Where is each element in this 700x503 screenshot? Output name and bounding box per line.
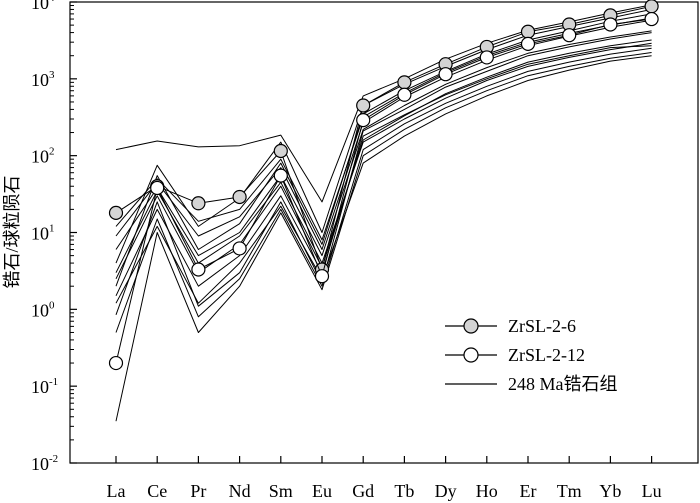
- zircon-248ma-line: [115, 42, 652, 273]
- open-circle-marker: [108, 355, 124, 371]
- legend-label: ZrSL-2-12: [508, 345, 585, 365]
- y-tick-label: 102: [31, 146, 55, 167]
- x-tick-label: Yb: [599, 481, 621, 501]
- y-tick-exponent: 1: [49, 223, 55, 235]
- filled-circle-marker: [108, 205, 124, 220]
- y-axis: 10410310210110010-110-2: [31, 0, 77, 474]
- legend: ZrSL-2-6 ZrSL-2-12 248 Ma锆石组: [445, 316, 618, 394]
- x-tick-label: Nd: [229, 481, 251, 501]
- open-circle-marker: [479, 50, 494, 65]
- y-tick-base: 10: [31, 0, 49, 13]
- open-circle-marker: [273, 168, 288, 183]
- y-tick-exponent: 2: [49, 146, 55, 158]
- open-circle-marker: [232, 241, 247, 256]
- y-tick-base: 10: [31, 454, 49, 474]
- open-circle-marker: [603, 17, 618, 32]
- x-tick-label: Tb: [394, 481, 414, 501]
- sample-line: [115, 5, 652, 270]
- legend-label: ZrSL-2-6: [508, 316, 576, 336]
- open-circle-marker: [356, 113, 371, 128]
- y-tick-exponent: -2: [49, 453, 58, 465]
- open-circle-marker: [562, 28, 577, 43]
- y-tick-exponent: 0: [49, 299, 55, 311]
- legend-label: 248 Ma锆石组: [508, 374, 618, 394]
- open-circle-marker: [438, 67, 453, 82]
- zircon-248ma-line: [115, 19, 652, 250]
- y-tick-exponent: 4: [49, 0, 55, 4]
- zircon-248ma-line: [115, 52, 652, 422]
- y-tick-label: 10-2: [31, 453, 58, 474]
- filled-circle-marker: [191, 196, 206, 211]
- filled-circle-marker: [520, 24, 536, 39]
- zircon-248ma-line: [115, 13, 652, 287]
- x-tick-label: La: [107, 481, 126, 501]
- x-tick-label: Dy: [435, 481, 457, 501]
- zircon-248ma-line: [115, 47, 652, 333]
- series-group: [108, 0, 659, 422]
- x-tick-label: Lu: [642, 481, 662, 501]
- x-tick-label: Er: [520, 481, 537, 501]
- zircon-248ma-line: [115, 30, 652, 257]
- legend-marker: [463, 318, 479, 334]
- x-tick-label: Ho: [476, 481, 498, 501]
- zircon-248ma-line: [115, 55, 652, 304]
- y-tick-label: 103: [31, 69, 55, 90]
- open-circle-marker: [314, 269, 330, 284]
- x-tick-label: Gd: [352, 481, 374, 501]
- zircon-248ma-line: [115, 8, 652, 264]
- y-tick-label: 104: [31, 0, 55, 13]
- x-axis: La Ce Pr Nd Sm Eu Gd Tb Dy Ho Er Tm Yb Lu: [107, 456, 662, 501]
- legend-marker: [463, 347, 479, 363]
- zircon-248ma-line: [115, 39, 652, 280]
- open-circle-marker: [520, 36, 536, 51]
- x-tick-label: Eu: [312, 481, 332, 501]
- filled-circle-marker: [644, 0, 659, 14]
- y-tick-base: 10: [31, 147, 49, 167]
- y-tick-base: 10: [31, 224, 49, 244]
- x-tick-label: Sm: [269, 481, 293, 501]
- filled-circle-marker: [356, 98, 371, 113]
- filled-circle-marker: [397, 75, 412, 90]
- x-tick-label: Pr: [190, 481, 206, 501]
- y-axis-label: 锆石/球粒陨石: [2, 175, 22, 288]
- y-tick-exponent: -1: [49, 376, 58, 388]
- y-tick-exponent: 3: [49, 69, 55, 81]
- y-tick-label: 101: [31, 223, 55, 244]
- y-tick-label: 10-1: [31, 376, 58, 397]
- x-tick-label: Tm: [557, 481, 582, 501]
- x-tick-label: Ce: [147, 481, 167, 501]
- y-tick-label: 100: [31, 299, 55, 320]
- filled-circle-marker: [232, 189, 247, 205]
- y-tick-base: 10: [31, 377, 49, 397]
- open-circle-marker: [191, 262, 206, 277]
- zircon-248ma-line: [115, 32, 652, 315]
- open-circle-marker: [397, 87, 412, 102]
- open-circle-marker: [150, 180, 165, 196]
- y-tick-base: 10: [31, 70, 49, 90]
- open-circle-marker: [644, 11, 659, 27]
- filled-circle-marker: [273, 143, 288, 159]
- zircon-248ma-line: [115, 45, 652, 297]
- y-tick-base: 10: [31, 300, 49, 320]
